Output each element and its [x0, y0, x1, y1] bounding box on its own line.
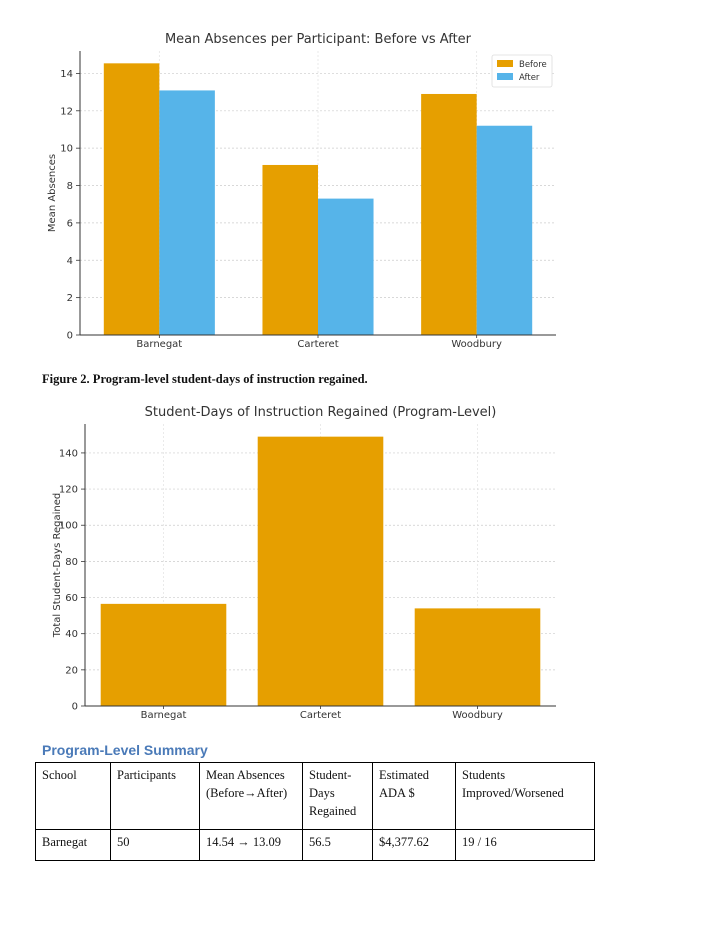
y-tick-label: 0: [72, 702, 78, 713]
bar-before-barnegat: [103, 63, 160, 336]
y-tick-label: 80: [65, 557, 78, 568]
y-tick-label: 40: [65, 629, 78, 640]
y-tick-label: 60: [65, 593, 78, 604]
cell-student-days: 56.5: [302, 829, 373, 861]
x-tick-label: Barnegat: [141, 710, 187, 721]
chart-title: Student-Days of Instruction Regained (Pr…: [145, 405, 497, 420]
y-tick-label: 4: [67, 256, 73, 267]
bar-after-carteret: [318, 198, 374, 335]
y-tick-label: 120: [59, 485, 78, 496]
x-tick-label: Carteret: [297, 339, 338, 350]
y-tick-label: 2: [67, 293, 73, 304]
legend-label-after: After: [519, 73, 540, 83]
bar-after-barnegat: [159, 90, 215, 336]
bar-before-woodbury: [421, 93, 477, 335]
summary-section-title: Program-Level Summary: [42, 742, 208, 758]
x-tick-label: Woodbury: [452, 710, 503, 721]
cell-students-improved: 19 / 16: [455, 829, 595, 861]
y-tick-label: 14: [60, 69, 73, 80]
y-tick-label: 0: [67, 331, 73, 342]
program-summary-table: School Participants Mean Absences (Befor…: [35, 762, 595, 861]
y-tick-label: 8: [67, 181, 73, 192]
bar-woodbury: [414, 608, 541, 706]
bar-after-woodbury: [476, 125, 533, 335]
table-header-row: School Participants Mean Absences (Befor…: [35, 762, 595, 830]
chart-title: Mean Absences per Participant: Before vs…: [165, 32, 472, 47]
cell-participants: 50: [110, 829, 200, 861]
x-tick-label: Woodbury: [451, 339, 502, 350]
student-days-chart: Student-Days of Instruction Regained (Pr…: [52, 405, 556, 721]
legend-label-before: Before: [519, 60, 547, 70]
header-students-improved: Students Improved/Worsened: [455, 762, 595, 830]
cell-school: Barnegat: [35, 829, 111, 861]
y-tick-label: 12: [60, 106, 73, 117]
figure-2-caption: Figure 2. Program-level student-days of …: [42, 372, 368, 386]
mean-absences-chart: Mean Absences per Participant: Before vs…: [47, 32, 556, 350]
x-tick-label: Barnegat: [136, 339, 182, 350]
bar-before-carteret: [262, 164, 318, 335]
x-tick-label: Carteret: [300, 710, 341, 721]
bar-barnegat: [100, 603, 227, 706]
legend-swatch-after: [497, 73, 513, 80]
header-student-days: Student-Days Regained: [302, 762, 373, 830]
y-tick-label: 140: [59, 448, 78, 459]
y-tick-label: 10: [60, 144, 73, 155]
table-row: Barnegat 50 14.54 → 13.09 56.5 $4,377.62…: [35, 829, 595, 861]
cell-estimated-ada: $4,377.62: [372, 829, 456, 861]
y-axis-label: Total Student-Days Regained: [52, 493, 63, 638]
legend-swatch-before: [497, 60, 513, 67]
header-estimated-ada: Estimated ADA $: [372, 762, 456, 830]
bar-carteret: [257, 436, 384, 706]
y-tick-label: 6: [67, 218, 73, 229]
y-axis-label: Mean Absences: [47, 154, 58, 232]
header-participants: Participants: [110, 762, 200, 830]
y-tick-label: 100: [59, 521, 78, 532]
y-tick-label: 20: [65, 665, 78, 676]
cell-mean-absences: 14.54 → 13.09: [199, 829, 303, 861]
header-mean-absences: Mean Absences (Before→After): [199, 762, 303, 830]
header-school: School: [35, 762, 111, 830]
